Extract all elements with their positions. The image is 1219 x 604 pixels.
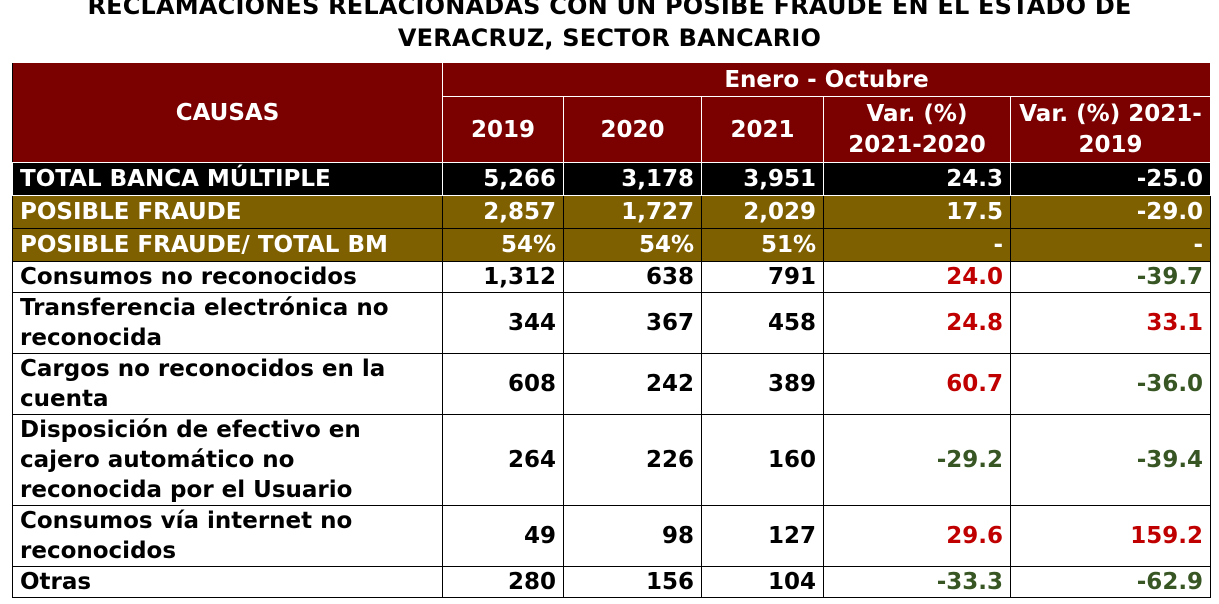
cell-2019: 264 (442, 414, 564, 506)
header-2020: 2020 (563, 96, 702, 163)
row-label: POSIBLE FRAUDE (12, 195, 443, 229)
table-row-total: TOTAL BANCA MÚLTIPLE 5,266 3,178 3,951 2… (12, 162, 1212, 196)
table-row: Disposición de efectivo en cajero automá… (12, 414, 1212, 506)
cell-2021: 2,029 (701, 195, 824, 229)
report-title-line-2: VERACRUZ, SECTOR BANCARIO (397, 24, 822, 52)
row-label: TOTAL BANCA MÚLTIPLE (12, 162, 443, 196)
cell-var-2021-2020: 29.6 (823, 505, 1011, 567)
table-row: Consumos no reconocidos 1,312 638 791 24… (12, 261, 1212, 293)
row-label: Consumos no reconocidos (12, 261, 443, 293)
cell-var-2021-2019: -62.9 (1009, 566, 1212, 598)
cell-2019: 608 (442, 353, 564, 415)
cell-var-2021-2020: -33.3 (823, 566, 1011, 598)
header-row-columns: 2019 2020 2021 Var. (%) 2021-2020 Var. (… (13, 96, 1212, 163)
cell-2021: 127 (701, 505, 824, 567)
cell-2021: 458 (701, 292, 824, 354)
header-causas: CAUSAS (12, 62, 443, 163)
cell-2019: 54% (442, 228, 564, 262)
cell-var-2021-2019: 159.2 (1009, 505, 1212, 567)
cell-2019: 49 (442, 505, 564, 567)
row-label: POSIBLE FRAUDE/ TOTAL BM (12, 228, 443, 262)
cell-2020: 226 (563, 414, 702, 506)
cell-2020: 638 (563, 261, 702, 293)
cell-var-2021-2019: - (1009, 228, 1212, 262)
table-row: Cargos no reconocidos en la cuenta 608 2… (12, 353, 1212, 415)
cell-2020: 54% (563, 228, 702, 262)
cell-2019: 2,857 (442, 195, 564, 229)
cell-var-2021-2020: 60.7 (823, 353, 1011, 415)
cell-2021: 389 (701, 353, 824, 415)
cell-2020: 156 (563, 566, 702, 598)
cell-2019: 280 (442, 566, 564, 598)
header-period: Enero - Octubre (441, 62, 1212, 97)
cell-var-2021-2019: -39.4 (1009, 414, 1212, 506)
header-var-2021-2019-line-2: 2019 (1078, 131, 1143, 158)
cell-2019: 344 (442, 292, 564, 354)
cell-2019: 1,312 (442, 261, 564, 293)
table-row: Otras 280 156 104 -33.3 -62.9 (12, 566, 1212, 598)
cell-var-2021-2020: 24.3 (823, 162, 1011, 196)
row-label: Cargos no reconocidos en la cuenta (12, 353, 443, 415)
cell-2020: 367 (563, 292, 702, 354)
header-2021: 2021 (701, 96, 824, 163)
header-var-2021-2020-line-2: 2021-2020 (848, 131, 986, 158)
row-label: Consumos vía internet no reconocidos (12, 505, 443, 567)
cell-2020: 1,727 (563, 195, 702, 229)
header-var-2021-2020: Var. (%) 2021-2020 (823, 96, 1011, 163)
header-var-2021-2019: Var. (%) 2021- 2019 (1009, 96, 1212, 163)
cell-var-2021-2019: -36.0 (1009, 353, 1212, 415)
cell-2021: 104 (701, 566, 824, 598)
cell-var-2021-2020: 24.8 (823, 292, 1011, 354)
table-row: Consumos vía internet no reconocidos 49 … (12, 505, 1212, 567)
cell-var-2021-2019: -39.7 (1009, 261, 1212, 293)
report-title: RECLAMACIONES RELACIONADAS CON UN POSIBE… (0, 0, 1219, 54)
table-row-ratio: POSIBLE FRAUDE/ TOTAL BM 54% 54% 51% - - (12, 228, 1212, 262)
table-row: Transferencia electrónica no reconocida … (12, 292, 1212, 354)
cell-var-2021-2020: 17.5 (823, 195, 1011, 229)
row-label: Transferencia electrónica no reconocida (12, 292, 443, 354)
cell-var-2021-2020: 24.0 (823, 261, 1011, 293)
table-row-posible-fraude: POSIBLE FRAUDE 2,857 1,727 2,029 17.5 -2… (12, 195, 1212, 229)
cell-2020: 242 (563, 353, 702, 415)
row-label: Disposición de efectivo en cajero automá… (12, 414, 443, 506)
header-row-period: CAUSAS Enero - Octubre (12, 62, 1212, 163)
cell-2020: 3,178 (563, 162, 702, 196)
cell-2019: 5,266 (442, 162, 564, 196)
header-2019: 2019 (442, 96, 564, 163)
cell-var-2021-2020: - (823, 228, 1011, 262)
cell-2020: 98 (563, 505, 702, 567)
cell-var-2021-2019: -29.0 (1009, 195, 1212, 229)
header-var-2021-2019-line-1: Var. (%) 2021- (1019, 100, 1202, 127)
header-var-2021-2020-line-1: Var. (%) (866, 100, 968, 127)
cell-2021: 3,951 (701, 162, 824, 196)
fraud-claims-table: CAUSAS Enero - Octubre 2019 2020 2021 Va… (12, 62, 1212, 598)
cell-var-2021-2020: -29.2 (823, 414, 1011, 506)
cell-2021: 791 (701, 261, 824, 293)
cell-var-2021-2019: 33.1 (1009, 292, 1212, 354)
report-title-line-1: RECLAMACIONES RELACIONADAS CON UN POSIBE… (87, 0, 1132, 20)
cell-var-2021-2019: -25.0 (1009, 162, 1212, 196)
cell-2021: 51% (701, 228, 824, 262)
row-label: Otras (12, 566, 443, 598)
cell-2021: 160 (701, 414, 824, 506)
